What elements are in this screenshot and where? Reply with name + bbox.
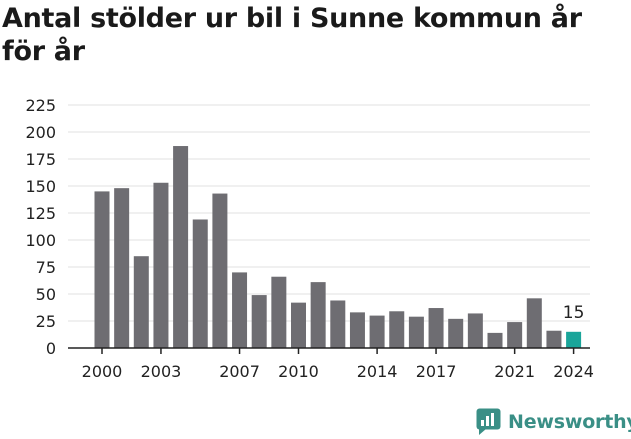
y-tick-label: 225 bbox=[25, 96, 56, 115]
bar-2010 bbox=[291, 302, 306, 348]
data-label-2024: 15 bbox=[563, 303, 585, 323]
data-labels: 15 bbox=[563, 303, 585, 323]
y-tick-label: 50 bbox=[36, 285, 56, 304]
x-tick-label: 2017 bbox=[416, 362, 457, 381]
y-tick-label: 175 bbox=[25, 150, 56, 169]
bar-2007 bbox=[232, 272, 248, 348]
brand-name: Newsworthy bbox=[508, 410, 631, 433]
y-tick-label: 0 bbox=[46, 339, 56, 358]
x-tick-label: 2021 bbox=[494, 362, 535, 381]
bar-2009 bbox=[271, 276, 287, 348]
bar-2005 bbox=[192, 219, 208, 348]
bar-2021 bbox=[507, 322, 523, 348]
bar-2001 bbox=[114, 188, 130, 348]
x-tick-label: 2010 bbox=[278, 362, 319, 381]
bar-2000 bbox=[94, 191, 110, 348]
bars bbox=[94, 146, 582, 348]
x-tick-label: 2014 bbox=[357, 362, 398, 381]
x-tick-label: 2000 bbox=[82, 362, 123, 381]
bar-2012 bbox=[330, 300, 346, 348]
x-tick-label: 2007 bbox=[219, 362, 260, 381]
bar-2008 bbox=[251, 295, 267, 348]
x-axis: 2000 2003 2007 2010 2014 2017 2021 2024 bbox=[68, 347, 594, 381]
chart-title: Antal stölder ur bil i Sunne kommun år f… bbox=[2, 3, 582, 67]
y-tick-label: 200 bbox=[25, 123, 56, 142]
bar-2013 bbox=[349, 312, 365, 348]
newsworthy-logo-icon bbox=[476, 408, 501, 435]
bar-2020 bbox=[487, 332, 503, 348]
x-tick-label: 2003 bbox=[141, 362, 182, 381]
bar-2004 bbox=[173, 146, 189, 348]
x-tick-label: 2024 bbox=[553, 362, 594, 381]
bar-2006 bbox=[212, 193, 228, 348]
bar-2019 bbox=[467, 313, 483, 348]
y-tick-label: 150 bbox=[25, 177, 56, 196]
bar-2016 bbox=[408, 316, 424, 348]
bar-2015 bbox=[389, 311, 405, 348]
y-axis-ticks: 0 25 50 75 100 125 150 175 200 225 bbox=[25, 96, 56, 358]
y-tick-label: 100 bbox=[25, 231, 56, 250]
y-tick-label: 25 bbox=[36, 312, 56, 331]
y-tick-label: 75 bbox=[36, 258, 56, 277]
bar-2014 bbox=[369, 315, 385, 348]
bar-2017 bbox=[428, 308, 444, 348]
bar-2003 bbox=[153, 182, 169, 348]
bar-2011 bbox=[310, 282, 326, 348]
newsworthy-brand[interactable]: Newsworthy bbox=[476, 408, 631, 435]
bar-2022 bbox=[526, 298, 542, 348]
bar-2023 bbox=[546, 330, 562, 348]
bar-2024 bbox=[566, 331, 582, 348]
y-tick-label: 125 bbox=[25, 204, 56, 223]
bar-2002 bbox=[133, 256, 149, 348]
bar-2018 bbox=[448, 318, 464, 348]
